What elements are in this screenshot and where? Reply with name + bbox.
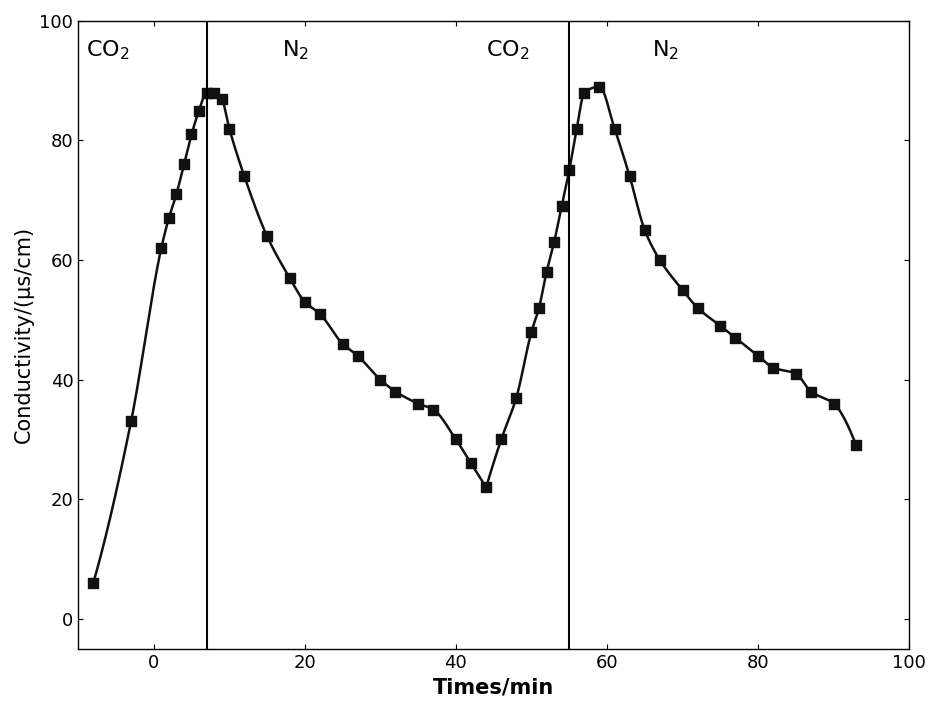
Point xyxy=(546,237,561,248)
Point xyxy=(312,308,327,319)
Point xyxy=(592,81,607,92)
Point xyxy=(728,332,743,343)
Point xyxy=(86,577,101,589)
Point xyxy=(826,398,841,410)
Point xyxy=(411,398,426,410)
Point xyxy=(555,201,570,212)
Point xyxy=(335,338,350,349)
Point xyxy=(448,434,463,445)
Point xyxy=(789,368,804,380)
Text: CO$_2$: CO$_2$ xyxy=(486,39,529,63)
Point xyxy=(804,386,819,397)
Point xyxy=(531,302,546,314)
Point xyxy=(690,302,705,314)
Point xyxy=(184,129,199,140)
Text: N$_2$: N$_2$ xyxy=(652,39,680,63)
Point xyxy=(637,225,652,236)
Point xyxy=(154,242,169,254)
Point xyxy=(675,284,690,296)
Point xyxy=(494,434,509,445)
Point xyxy=(373,374,388,385)
Point xyxy=(849,439,864,451)
Point xyxy=(562,165,577,176)
Point xyxy=(750,350,765,361)
Point xyxy=(177,159,192,170)
Point xyxy=(207,87,222,98)
Point xyxy=(766,362,781,373)
Point xyxy=(426,404,441,415)
Text: N$_2$: N$_2$ xyxy=(282,39,309,63)
Point xyxy=(169,188,184,200)
Point xyxy=(222,123,237,134)
Point xyxy=(192,105,207,117)
Y-axis label: Conductivity/(μs/cm): Conductivity/(μs/cm) xyxy=(14,226,34,444)
Point xyxy=(622,171,637,182)
Point xyxy=(577,87,592,98)
Point xyxy=(509,392,524,403)
Point xyxy=(214,93,229,105)
Point xyxy=(237,171,252,182)
Point xyxy=(652,255,667,266)
Point xyxy=(199,87,214,98)
Point xyxy=(162,213,177,224)
Point xyxy=(570,123,585,134)
Point xyxy=(351,350,366,361)
Point xyxy=(478,481,494,493)
Point xyxy=(297,296,312,308)
Point xyxy=(123,416,138,427)
X-axis label: Times/min: Times/min xyxy=(433,677,555,697)
Point xyxy=(259,230,274,242)
Point xyxy=(713,320,728,331)
Point xyxy=(282,272,297,284)
Point xyxy=(388,386,403,397)
Text: CO$_2$: CO$_2$ xyxy=(86,39,129,63)
Point xyxy=(463,458,478,469)
Point xyxy=(524,326,539,338)
Point xyxy=(607,123,622,134)
Point xyxy=(539,267,554,278)
